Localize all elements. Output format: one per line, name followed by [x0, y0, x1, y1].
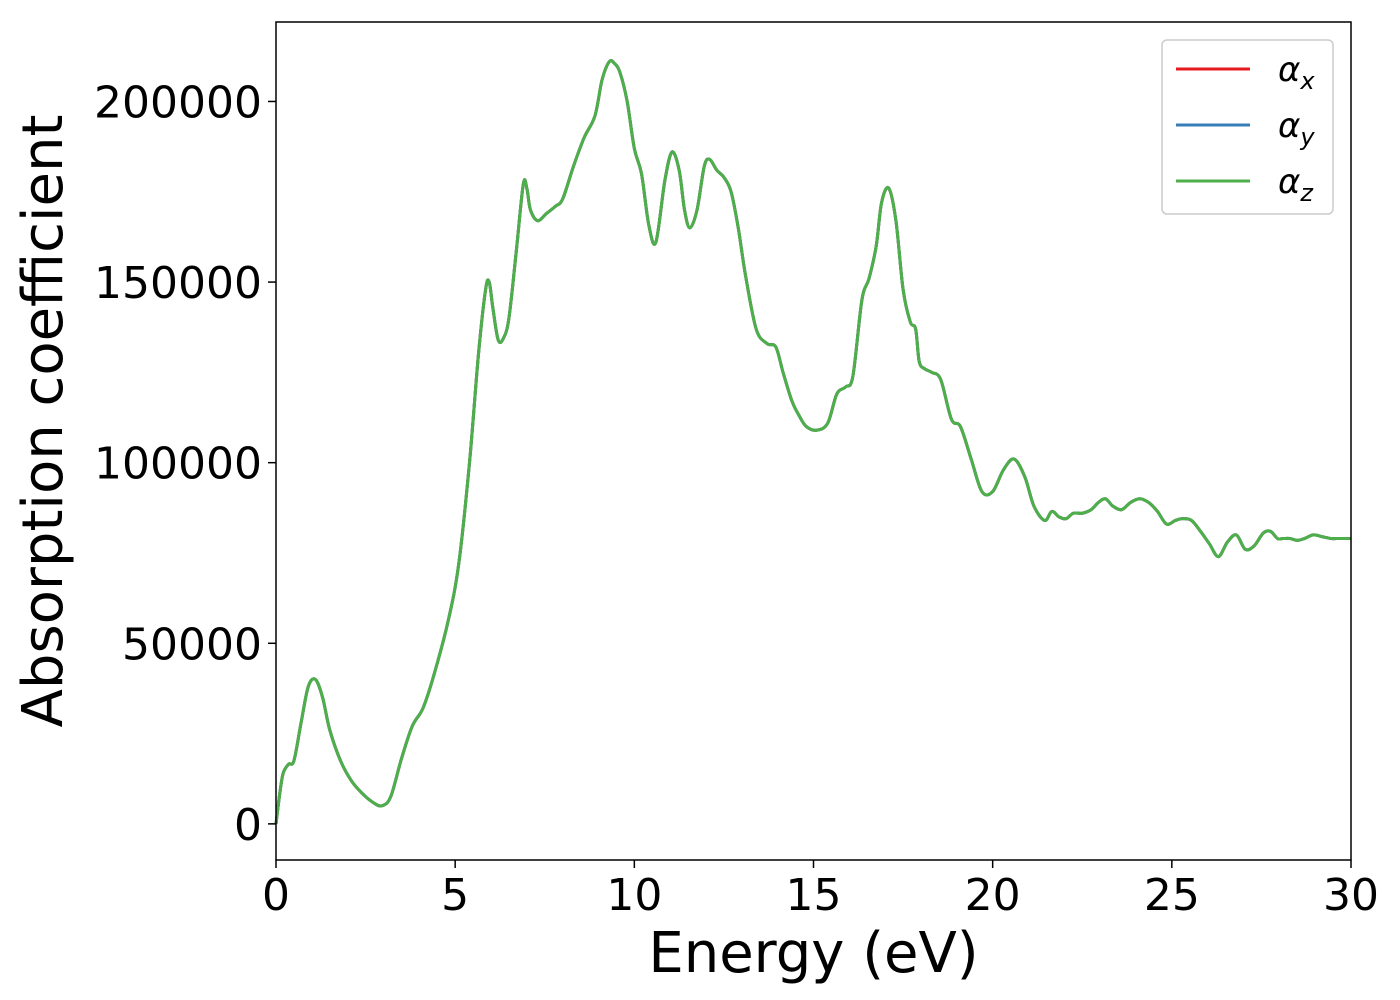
y-axis-label: Absorption coefficient — [11, 115, 76, 728]
y-tick-label: 0 — [234, 800, 262, 851]
y-tick-label: 150000 — [94, 258, 262, 309]
y-tick-label: 200000 — [94, 77, 262, 128]
legend-entry-label: αy — [1278, 106, 1315, 151]
legend-box — [1161, 39, 1334, 215]
x-axis-label: Energy (eV) — [648, 921, 978, 986]
y-axis-ticks: 0 50000 100000 150000 200000 — [94, 77, 276, 851]
x-axis-ticks: 0 5 10 15 20 25 30 — [262, 860, 1379, 921]
x-tick-label: 5 — [441, 870, 469, 921]
series-line-alpha-z — [274, 59, 1351, 825]
legend-entry-label: αx — [1278, 50, 1315, 95]
x-tick-label: 0 — [262, 870, 290, 921]
x-tick-label: 15 — [786, 870, 842, 921]
y-tick-label: 100000 — [94, 439, 262, 490]
legend-entry-label: αz — [1278, 162, 1314, 207]
x-tick-label: 20 — [965, 870, 1021, 921]
legend: αx αy αz — [1161, 39, 1334, 215]
series-layer — [274, 59, 1351, 825]
x-tick-label: 10 — [606, 870, 662, 921]
x-tick-label: 25 — [1144, 870, 1200, 921]
x-tick-label: 30 — [1323, 870, 1379, 921]
y-tick-label: 50000 — [122, 619, 262, 670]
